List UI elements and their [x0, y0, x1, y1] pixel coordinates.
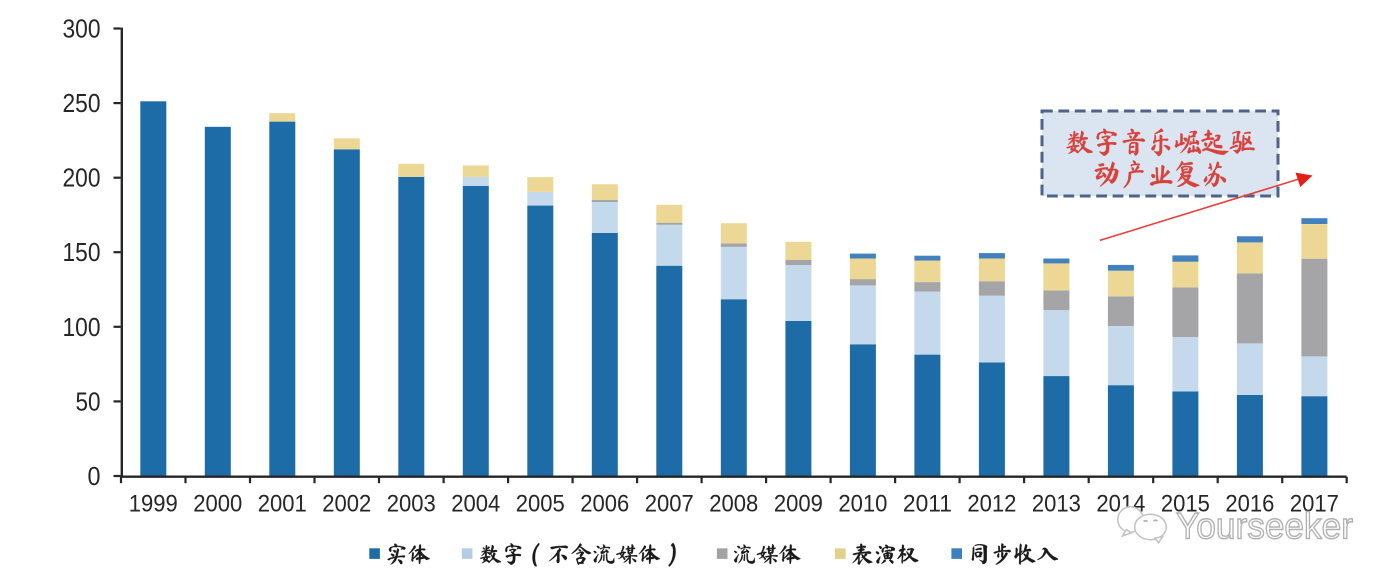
svg-text:2008: 2008 [709, 491, 758, 518]
svg-text:2004: 2004 [451, 491, 500, 518]
svg-text:250: 250 [63, 88, 101, 118]
svg-text:300: 300 [63, 14, 101, 44]
svg-text:2009: 2009 [774, 491, 823, 518]
svg-text:200: 200 [63, 163, 101, 193]
svg-text:1999: 1999 [129, 491, 178, 518]
svg-text:2017: 2017 [1290, 491, 1339, 518]
svg-text:2003: 2003 [387, 491, 436, 518]
svg-text:2000: 2000 [193, 491, 242, 518]
svg-text:100: 100 [63, 312, 101, 342]
svg-text:2001: 2001 [258, 491, 307, 518]
svg-text:2002: 2002 [322, 491, 371, 518]
svg-text:2010: 2010 [838, 491, 887, 518]
svg-text:2006: 2006 [580, 491, 629, 518]
svg-text:2016: 2016 [1225, 491, 1274, 518]
svg-text:2011: 2011 [903, 491, 952, 518]
svg-text:150: 150 [63, 237, 101, 267]
svg-text:2013: 2013 [1032, 491, 1081, 518]
svg-text:0: 0 [88, 461, 101, 491]
svg-text:2012: 2012 [967, 491, 1016, 518]
svg-text:2005: 2005 [516, 491, 565, 518]
svg-text:2007: 2007 [645, 491, 694, 518]
svg-text:Yourseeker: Yourseeker [1176, 506, 1353, 547]
svg-text:2015: 2015 [1161, 491, 1210, 518]
svg-text:50: 50 [76, 386, 101, 416]
